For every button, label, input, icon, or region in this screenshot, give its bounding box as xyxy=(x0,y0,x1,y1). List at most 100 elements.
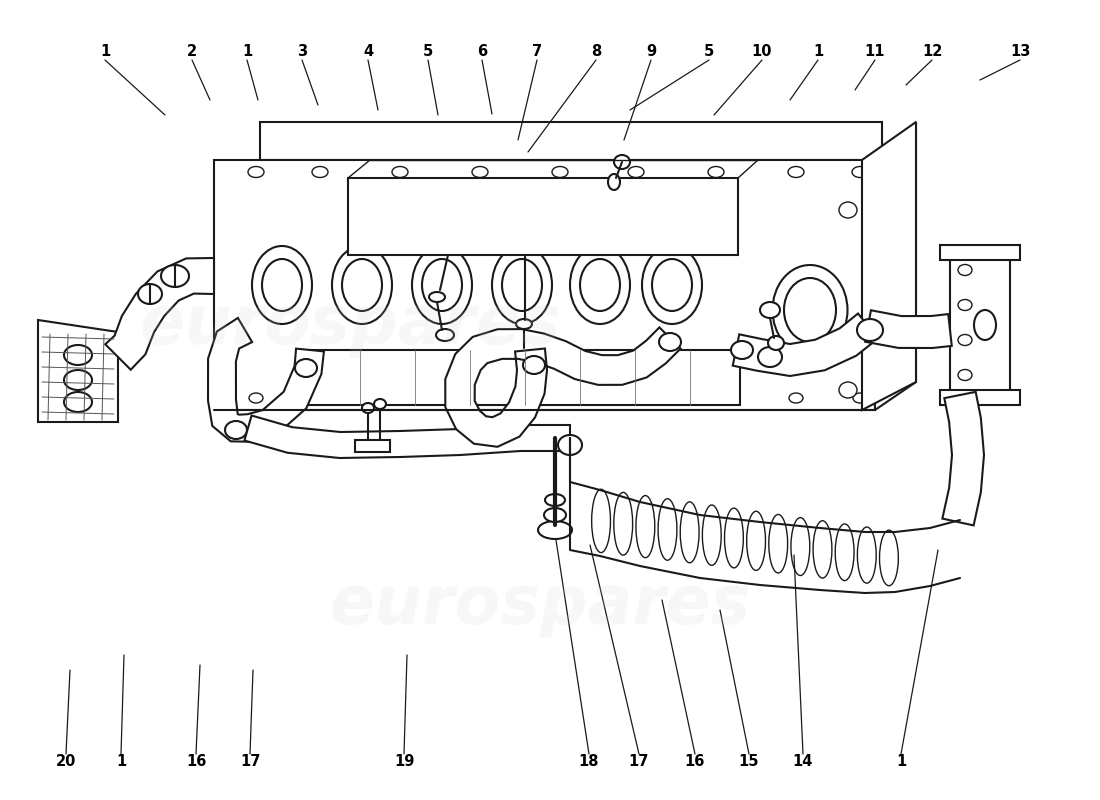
Text: 4: 4 xyxy=(363,45,373,59)
Polygon shape xyxy=(355,440,390,452)
Ellipse shape xyxy=(614,155,630,169)
Ellipse shape xyxy=(958,299,972,310)
Ellipse shape xyxy=(429,292,446,302)
Text: 5: 5 xyxy=(704,45,714,59)
Ellipse shape xyxy=(473,393,487,403)
Ellipse shape xyxy=(629,393,644,403)
Polygon shape xyxy=(940,245,1020,260)
Ellipse shape xyxy=(248,166,264,178)
Ellipse shape xyxy=(636,495,654,558)
Ellipse shape xyxy=(789,393,803,403)
Ellipse shape xyxy=(958,334,972,346)
Ellipse shape xyxy=(658,498,676,560)
Text: eurospares: eurospares xyxy=(140,292,561,358)
Text: 2: 2 xyxy=(187,45,197,59)
Ellipse shape xyxy=(659,333,681,351)
Ellipse shape xyxy=(553,393,566,403)
Text: 13: 13 xyxy=(1010,45,1031,59)
Text: 5: 5 xyxy=(422,45,433,59)
Ellipse shape xyxy=(252,246,312,324)
Ellipse shape xyxy=(758,347,782,367)
Ellipse shape xyxy=(768,336,784,350)
Ellipse shape xyxy=(732,341,754,359)
Text: 3: 3 xyxy=(297,45,307,59)
Ellipse shape xyxy=(958,265,972,275)
Ellipse shape xyxy=(422,259,462,311)
Ellipse shape xyxy=(558,435,582,455)
Ellipse shape xyxy=(262,259,303,311)
Ellipse shape xyxy=(747,511,766,570)
Polygon shape xyxy=(208,318,323,442)
Ellipse shape xyxy=(374,399,386,409)
Ellipse shape xyxy=(839,202,857,218)
Text: 18: 18 xyxy=(579,754,600,770)
Ellipse shape xyxy=(592,490,611,553)
Text: 11: 11 xyxy=(865,45,886,59)
Ellipse shape xyxy=(813,521,832,578)
Ellipse shape xyxy=(295,359,317,377)
Ellipse shape xyxy=(64,345,92,365)
Ellipse shape xyxy=(725,508,744,568)
Ellipse shape xyxy=(362,403,374,413)
Ellipse shape xyxy=(710,393,723,403)
Ellipse shape xyxy=(974,310,996,340)
Ellipse shape xyxy=(760,302,780,318)
Ellipse shape xyxy=(769,514,788,573)
Ellipse shape xyxy=(392,166,408,178)
Text: 12: 12 xyxy=(922,45,943,59)
Text: 8: 8 xyxy=(591,45,601,59)
Text: eurospares: eurospares xyxy=(330,572,751,638)
Ellipse shape xyxy=(502,259,542,311)
Ellipse shape xyxy=(839,382,857,398)
Ellipse shape xyxy=(680,502,700,562)
Ellipse shape xyxy=(64,392,92,412)
Ellipse shape xyxy=(552,166,568,178)
Text: 1: 1 xyxy=(100,45,110,59)
Text: 16: 16 xyxy=(186,754,206,770)
Polygon shape xyxy=(446,327,681,446)
Text: 16: 16 xyxy=(685,754,705,770)
Ellipse shape xyxy=(958,370,972,381)
Polygon shape xyxy=(244,415,570,458)
Ellipse shape xyxy=(570,246,630,324)
Polygon shape xyxy=(106,258,214,370)
Text: 10: 10 xyxy=(751,45,772,59)
Polygon shape xyxy=(865,310,952,348)
Ellipse shape xyxy=(784,278,836,342)
Ellipse shape xyxy=(642,246,702,324)
Polygon shape xyxy=(943,392,984,526)
Ellipse shape xyxy=(708,166,724,178)
Ellipse shape xyxy=(835,524,854,581)
Polygon shape xyxy=(862,122,916,410)
Text: 1: 1 xyxy=(242,45,252,59)
Ellipse shape xyxy=(772,265,847,355)
Ellipse shape xyxy=(472,166,488,178)
Ellipse shape xyxy=(628,166,643,178)
Ellipse shape xyxy=(522,356,544,374)
Ellipse shape xyxy=(852,166,868,178)
Polygon shape xyxy=(300,350,740,405)
Ellipse shape xyxy=(436,329,454,341)
Ellipse shape xyxy=(412,246,472,324)
Ellipse shape xyxy=(791,518,810,575)
Ellipse shape xyxy=(852,393,867,403)
Polygon shape xyxy=(874,122,916,410)
Ellipse shape xyxy=(249,393,263,403)
Polygon shape xyxy=(940,390,1020,405)
Ellipse shape xyxy=(857,319,883,341)
Ellipse shape xyxy=(580,259,620,311)
Ellipse shape xyxy=(161,265,189,287)
Text: 1: 1 xyxy=(116,754,127,770)
Ellipse shape xyxy=(138,284,162,304)
Polygon shape xyxy=(214,160,875,410)
Ellipse shape xyxy=(226,421,248,439)
Ellipse shape xyxy=(544,508,566,522)
Polygon shape xyxy=(348,178,738,255)
Text: 7: 7 xyxy=(532,45,542,59)
Text: 20: 20 xyxy=(56,754,76,770)
Ellipse shape xyxy=(393,393,407,403)
Ellipse shape xyxy=(342,259,382,311)
Ellipse shape xyxy=(544,494,565,506)
Text: 14: 14 xyxy=(793,754,813,770)
Ellipse shape xyxy=(880,530,899,586)
